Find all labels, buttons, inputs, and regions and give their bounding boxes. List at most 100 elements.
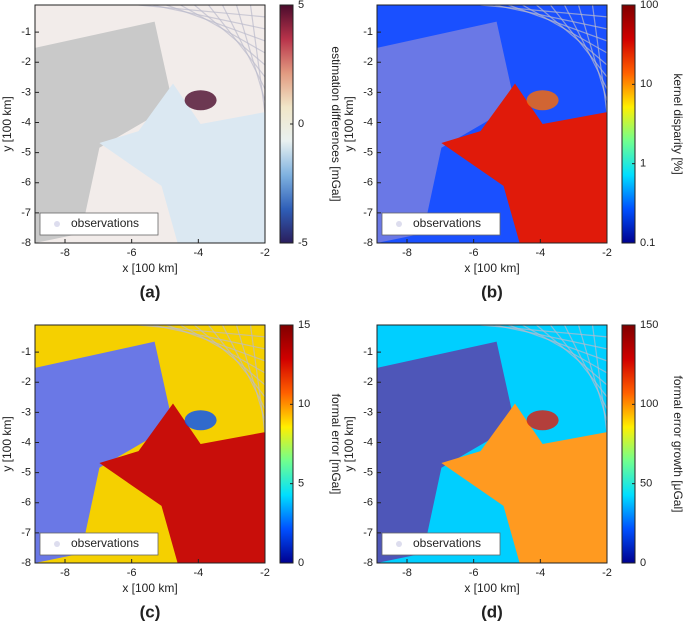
- x-tick-label: -4: [193, 247, 203, 259]
- panel: -8 -6 -4 -2 -8 -7 -6 -5 -4 -3 -2 -1 x [100 km] y [100…: [342, 0, 685, 301]
- y-tick-label: -2: [363, 376, 373, 388]
- y-tick-label: -8: [21, 557, 31, 569]
- x-tick-label: -6: [469, 567, 479, 579]
- track-line: [208, 5, 265, 78]
- x-tick-label: -2: [602, 567, 612, 579]
- track-line: [208, 325, 265, 398]
- y-tick-label: -7: [21, 527, 31, 539]
- legend-label: observations: [413, 216, 481, 230]
- y-tick-label: -1: [21, 346, 31, 358]
- colorbar-tick-label: 0: [640, 557, 646, 569]
- y-tick-label: -2: [363, 56, 373, 68]
- map-image: [377, 5, 607, 243]
- map-feature: [184, 90, 217, 111]
- colorbar-tick-label: 5: [298, 0, 304, 11]
- track-line: [577, 325, 607, 422]
- legend-box: [39, 212, 159, 236]
- track-line: [591, 325, 607, 433]
- colorbar-tick-label: 100: [640, 398, 658, 410]
- track-line: [235, 5, 265, 102]
- y-tick-label: -3: [363, 406, 373, 418]
- colorbar-tick-label: 15: [298, 319, 310, 331]
- track-line: [577, 5, 607, 102]
- map-region: [35, 341, 173, 563]
- y-tick-label: -5: [21, 467, 31, 479]
- y-tick-label: -1: [21, 26, 31, 38]
- y-tick-label: -8: [21, 237, 31, 249]
- x-tick-label: -4: [535, 567, 545, 579]
- x-tick-label: -2: [260, 247, 270, 259]
- colorbar-label: formal error [mGal]: [329, 394, 343, 495]
- legend: observations: [39, 532, 159, 556]
- legend-box: [381, 212, 501, 236]
- map-region: [441, 403, 607, 563]
- colorbar-tick-label: 1: [640, 158, 646, 170]
- y-tick-label: -3: [363, 86, 373, 98]
- track-line: [194, 5, 265, 66]
- colorbar-label: estimation differences [mGal]: [329, 46, 343, 201]
- y-tick-label: -7: [363, 207, 373, 219]
- panel-label: (c): [140, 602, 161, 621]
- x-axis-label: x [100 km]: [464, 261, 519, 275]
- x-axis-label: x [100 km]: [122, 261, 177, 275]
- legend-marker: [54, 221, 60, 227]
- legend: observations: [381, 212, 501, 236]
- track-line: [194, 325, 265, 386]
- x-tick-label: -8: [60, 567, 70, 579]
- colorbar-label: formal error growth [μGal]: [671, 376, 685, 513]
- track-line: [235, 325, 265, 422]
- plot-frame: [376, 4, 608, 244]
- map-image: [35, 325, 265, 563]
- map-region: [99, 403, 265, 563]
- legend-label: observations: [413, 536, 481, 550]
- y-tick-label: -4: [363, 116, 373, 128]
- y-tick-label: -5: [363, 467, 373, 479]
- track-line: [550, 5, 607, 78]
- x-tick-label: -2: [260, 567, 270, 579]
- colorbar-tick-label: 0: [298, 118, 304, 130]
- y-tick-label: -3: [21, 406, 31, 418]
- panel: -8 -6 -4 -2 -8 -7 -6 -5 -4 -3 -2 -1 x [100 km] y [100…: [342, 319, 685, 622]
- y-tick-label: -2: [21, 376, 31, 388]
- y-axis-label: y [100 km]: [342, 96, 356, 151]
- track-line: [536, 5, 607, 66]
- track-line: [249, 325, 265, 433]
- track-line: [563, 5, 607, 90]
- track-line: [591, 5, 607, 113]
- colorbar: [279, 324, 294, 564]
- legend-marker: [396, 221, 402, 227]
- plot-frame: [34, 4, 266, 244]
- y-tick-label: -6: [21, 177, 31, 189]
- map-feature: [526, 90, 559, 111]
- map-image: [35, 5, 265, 243]
- legend-box: [39, 532, 159, 556]
- colorbar-tick-label: 10: [298, 398, 310, 410]
- map-feature: [526, 410, 559, 431]
- colorbar-tick-label: -5: [298, 237, 308, 249]
- plot-frame: [376, 324, 608, 564]
- y-tick-label: -8: [363, 237, 373, 249]
- x-tick-label: -6: [127, 247, 137, 259]
- colorbar-label: kernel disparity [%]: [671, 73, 685, 174]
- colorbar-tick-label: 10: [640, 78, 652, 90]
- colorbar: [621, 324, 636, 564]
- map-region: [377, 341, 515, 563]
- y-tick-label: -1: [363, 26, 373, 38]
- y-tick-label: -6: [363, 497, 373, 509]
- legend: observations: [381, 532, 501, 556]
- colorbar-tick-label: 150: [640, 319, 658, 331]
- y-tick-label: -4: [21, 436, 31, 448]
- track-line: [563, 325, 607, 410]
- x-tick-label: -8: [60, 247, 70, 259]
- x-tick-label: -2: [602, 247, 612, 259]
- y-tick-label: -7: [363, 527, 373, 539]
- legend-marker: [54, 541, 60, 547]
- legend: observations: [39, 212, 159, 236]
- y-tick-label: -8: [363, 557, 373, 569]
- y-tick-label: -5: [363, 147, 373, 159]
- x-tick-label: -6: [127, 567, 137, 579]
- panel-label: (b): [481, 282, 503, 301]
- map-region: [99, 83, 265, 243]
- y-tick-label: -5: [21, 147, 31, 159]
